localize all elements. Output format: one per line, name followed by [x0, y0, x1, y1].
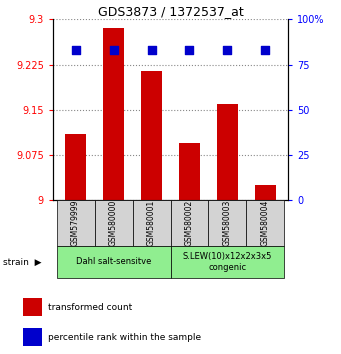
Bar: [65, 134, 86, 200]
Bar: [103, 29, 124, 200]
Text: GSM580002: GSM580002: [185, 200, 194, 246]
Bar: [179, 143, 200, 200]
Text: GSM580001: GSM580001: [147, 200, 156, 246]
Text: GSM580000: GSM580000: [109, 200, 118, 246]
Bar: [23, 298, 42, 316]
Bar: [255, 185, 276, 200]
Point: [263, 47, 268, 53]
Bar: [170, 200, 208, 246]
Text: GSM580003: GSM580003: [223, 200, 232, 246]
Bar: [57, 246, 170, 278]
Text: GSM579999: GSM579999: [71, 200, 80, 246]
Text: percentile rank within the sample: percentile rank within the sample: [48, 333, 201, 342]
Bar: [217, 104, 238, 200]
Text: S.LEW(10)x12x2x3x5
congenic: S.LEW(10)x12x2x3x5 congenic: [183, 252, 272, 272]
Point: [73, 47, 78, 53]
Bar: [208, 200, 247, 246]
Bar: [133, 200, 170, 246]
Bar: [23, 328, 42, 346]
Bar: [247, 200, 284, 246]
Text: GSM580004: GSM580004: [261, 200, 270, 246]
Text: transformed count: transformed count: [48, 303, 132, 312]
Point: [149, 47, 154, 53]
Title: GDS3873 / 1372537_at: GDS3873 / 1372537_at: [98, 5, 243, 18]
Point: [111, 47, 116, 53]
Text: strain  ▶: strain ▶: [3, 257, 42, 267]
Text: Dahl salt-sensitve: Dahl salt-sensitve: [76, 257, 151, 267]
Bar: [57, 200, 94, 246]
Point: [225, 47, 230, 53]
Point: [187, 47, 192, 53]
Bar: [170, 246, 284, 278]
Bar: [141, 71, 162, 200]
Bar: [94, 200, 133, 246]
